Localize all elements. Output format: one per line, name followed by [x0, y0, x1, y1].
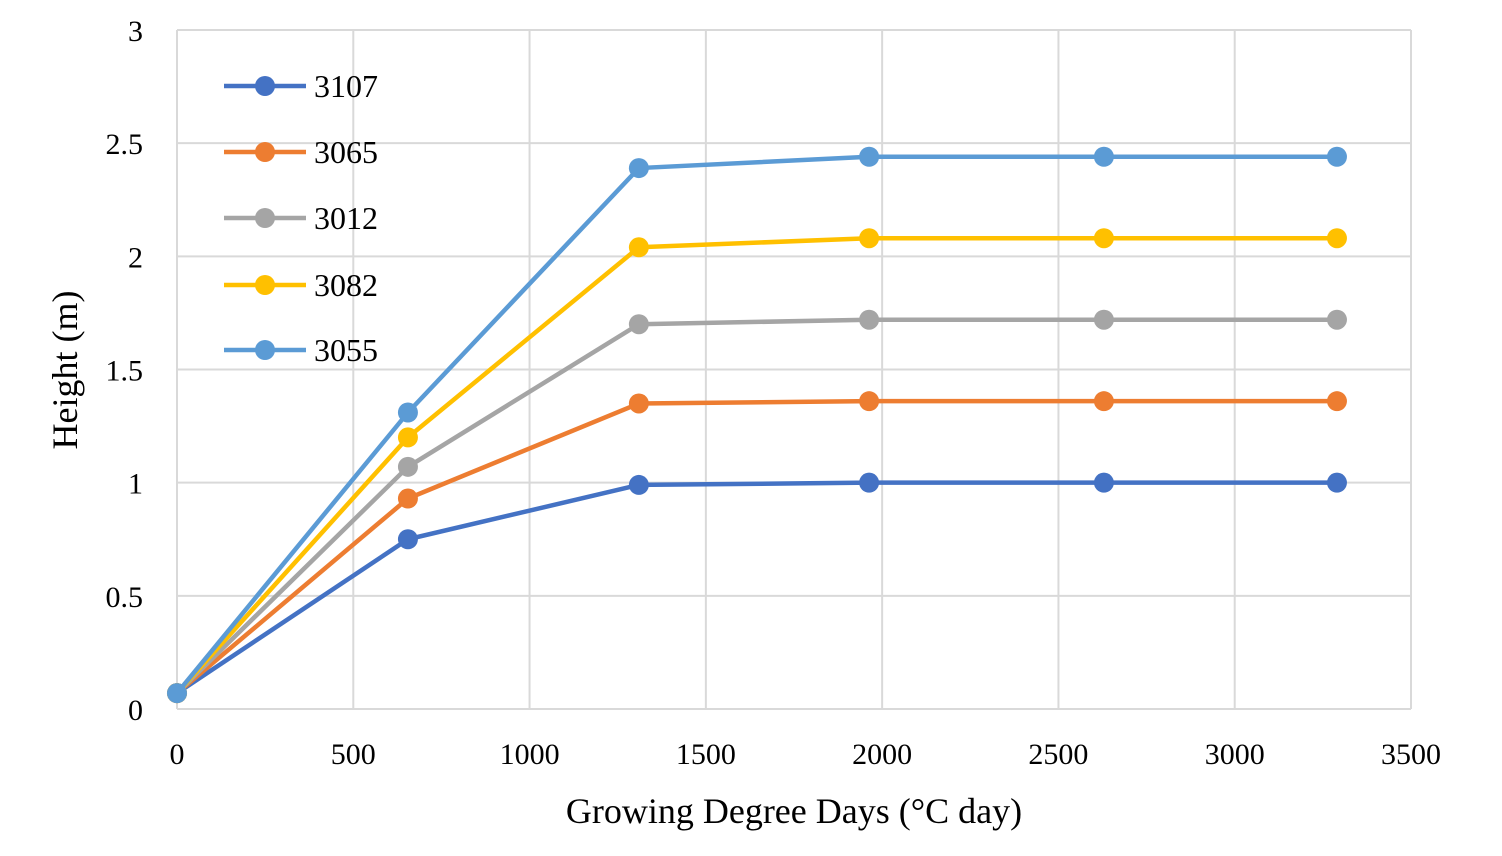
x-tick-label: 3500 — [1381, 738, 1441, 771]
y-tick-label: 0.5 — [106, 581, 144, 614]
data-point — [628, 237, 649, 258]
data-point — [397, 488, 418, 509]
data-point — [628, 158, 649, 179]
y-tick-label: 2 — [128, 241, 143, 274]
data-point — [1093, 228, 1114, 249]
legend-label: 3055 — [314, 332, 378, 368]
grid — [176, 29, 1412, 710]
y-tick-label: 3 — [128, 15, 143, 48]
x-tick-label: 2500 — [1028, 738, 1088, 771]
data-point — [1093, 391, 1114, 412]
data-point — [1093, 472, 1114, 493]
y-tick-label: 1.5 — [106, 355, 144, 388]
y-tick-labels: 0 0.5 1 1.5 2 2.5 3 — [106, 15, 144, 727]
data-point — [1093, 146, 1114, 167]
x-tick-labels: 0 500 1000 1500 2000 2500 3000 3500 — [170, 738, 1442, 771]
data-point — [859, 391, 880, 412]
data-point — [1326, 146, 1347, 167]
data-point — [397, 427, 418, 448]
legend: 3107 3065 3012 3082 3055 — [224, 68, 378, 368]
legend-marker — [255, 340, 275, 360]
series-line — [175, 480, 1337, 696]
data-point — [397, 529, 418, 550]
legend-item-3055: 3055 — [224, 332, 378, 368]
legend-label: 3107 — [314, 68, 378, 104]
legend-label: 3065 — [314, 134, 378, 170]
legend-item-3082: 3082 — [224, 267, 378, 303]
series-3065 — [167, 391, 1347, 704]
data-point — [859, 228, 880, 249]
x-tick-label: 2000 — [852, 738, 912, 771]
data-point — [1093, 309, 1114, 330]
series-line — [175, 235, 1337, 695]
data-point — [628, 393, 649, 414]
y-tick-label: 1 — [128, 468, 143, 501]
data-point — [859, 146, 880, 167]
x-tick-label: 500 — [331, 738, 376, 771]
data-point — [1326, 391, 1347, 412]
series-line — [175, 317, 1337, 695]
data-point — [397, 456, 418, 477]
series-group — [167, 146, 1347, 704]
legend-label: 3012 — [314, 200, 378, 236]
y-tick-label: 0 — [128, 694, 143, 727]
x-tick-label: 0 — [170, 738, 185, 771]
series-line — [175, 154, 1337, 695]
legend-item-3107: 3107 — [224, 68, 378, 104]
series-3055 — [167, 146, 1347, 704]
legend-marker — [255, 142, 275, 162]
legend-item-3065: 3065 — [224, 134, 378, 170]
series-line — [175, 398, 1337, 695]
data-point — [628, 474, 649, 495]
data-point — [167, 683, 187, 704]
data-point — [859, 309, 880, 330]
legend-marker — [255, 208, 275, 228]
y-tick-label: 2.5 — [106, 128, 144, 161]
x-tick-label: 1500 — [676, 738, 736, 771]
y-axis-title: Height (m) — [45, 291, 85, 450]
legend-marker — [255, 275, 275, 295]
legend-item-3012: 3012 — [224, 200, 378, 236]
data-point — [1326, 309, 1347, 330]
legend-marker — [255, 76, 275, 96]
data-point — [628, 314, 649, 335]
data-point — [859, 472, 880, 493]
x-tick-label: 1000 — [500, 738, 560, 771]
data-point — [1326, 472, 1347, 493]
x-tick-label: 3000 — [1205, 738, 1265, 771]
legend-label: 3082 — [314, 267, 378, 303]
data-point — [397, 402, 418, 423]
x-axis-title: Growing Degree Days (°C day) — [566, 791, 1022, 831]
data-point — [1326, 228, 1347, 249]
